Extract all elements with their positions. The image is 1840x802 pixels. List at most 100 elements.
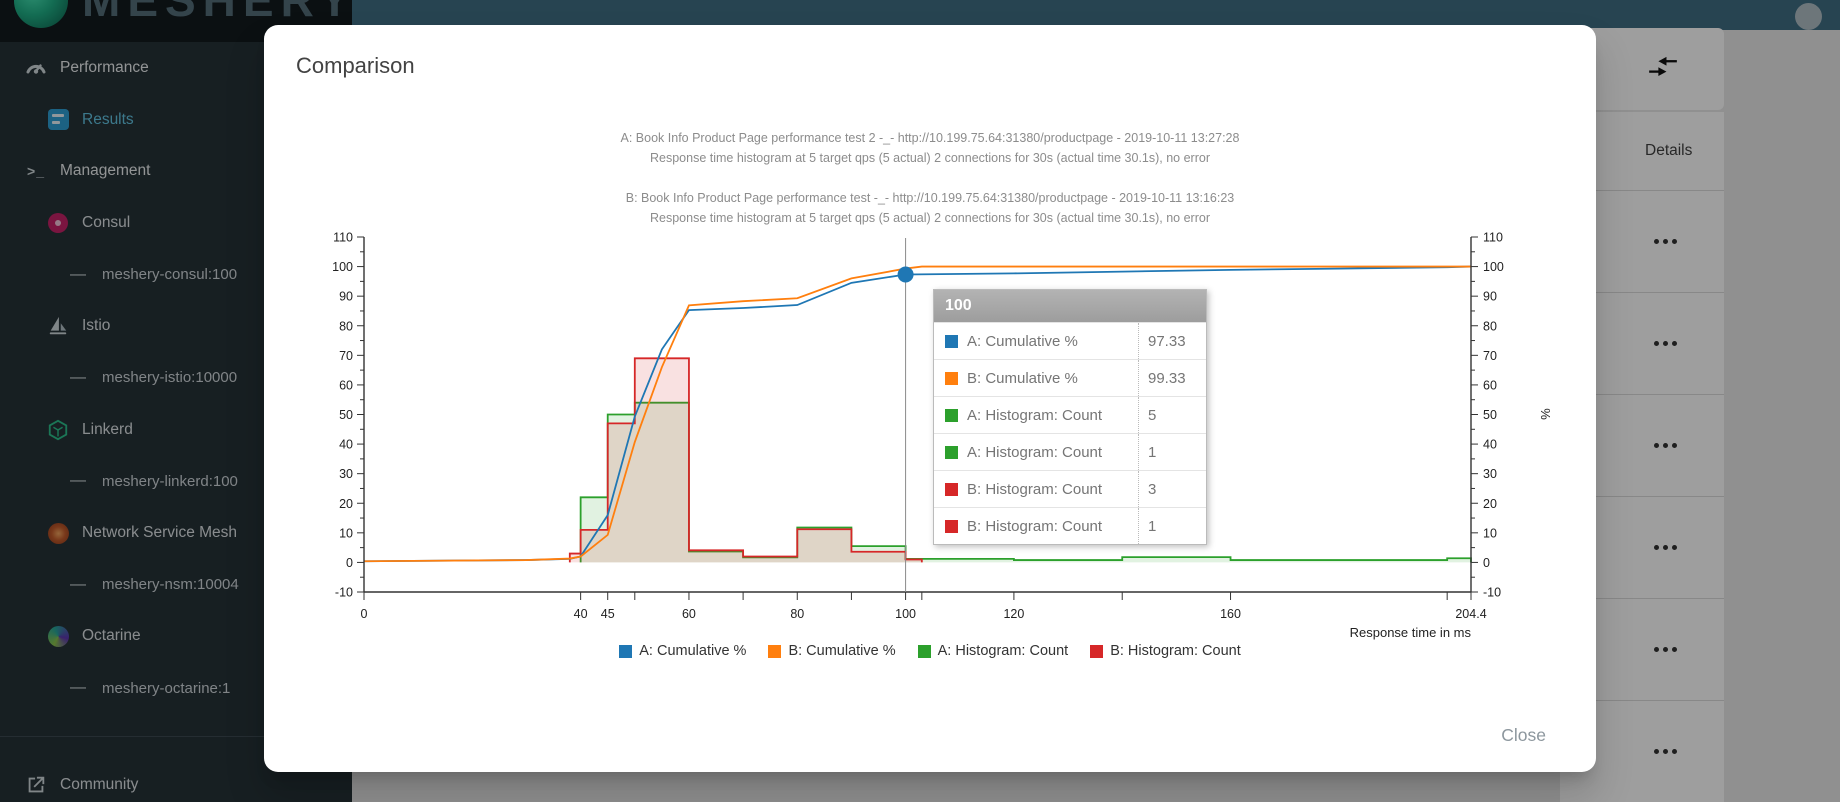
- user-avatar[interactable]: [1795, 3, 1822, 30]
- details-column-header: Details: [1560, 112, 1724, 191]
- svg-text:10: 10: [339, 526, 353, 540]
- dash-icon: —: [70, 368, 86, 386]
- svg-text:0: 0: [1483, 556, 1490, 570]
- svg-text:80: 80: [339, 319, 353, 333]
- sidebar-divider: [0, 736, 352, 737]
- legend-label: A: Histogram: Count: [937, 643, 1069, 659]
- sidebar-item-results[interactable]: Results: [0, 94, 352, 146]
- svg-text:50: 50: [1483, 408, 1497, 422]
- sidebar-item-label: Istio: [82, 317, 111, 335]
- svg-text:10: 10: [1483, 526, 1497, 540]
- svg-text:100: 100: [895, 607, 916, 621]
- legend-item-b-histogram-count[interactable]: B: Histogram: Count: [1090, 643, 1241, 659]
- legend-label: B: Histogram: Count: [1110, 643, 1241, 659]
- comparison-dialog: Comparison A: Book Info Product Page per…: [264, 25, 1596, 772]
- results-icon: [44, 109, 72, 131]
- octarine-icon: [44, 625, 72, 647]
- legend-item-b-cumulative[interactable]: B: Cumulative %: [768, 643, 896, 659]
- series-swatch-icon: [945, 334, 958, 348]
- more-options-icon[interactable]: [1648, 739, 1683, 764]
- legend-item-a-cumulative[interactable]: A: Cumulative %: [619, 643, 746, 659]
- sidebar-item-community[interactable]: Community: [0, 759, 352, 802]
- more-options-icon[interactable]: [1648, 229, 1683, 254]
- sidebar-item-network-service-mesh[interactable]: Network Service Mesh: [0, 507, 352, 559]
- chart-title-a-line1: A: Book Info Product Page performance te…: [620, 131, 1240, 145]
- svg-text:-10: -10: [1483, 586, 1501, 600]
- svg-text:30: 30: [339, 467, 353, 481]
- legend-label: B: Cumulative %: [788, 643, 896, 659]
- svg-text:60: 60: [1483, 378, 1497, 392]
- sidebar-item-management[interactable]: >_ Management: [0, 145, 352, 197]
- performance-gauge-icon: [22, 56, 50, 80]
- more-options-icon[interactable]: [1648, 331, 1683, 356]
- istio-icon: [44, 315, 72, 337]
- legend-item-a-histogram-count[interactable]: A: Histogram: Count: [917, 643, 1069, 659]
- dash-icon: —: [70, 679, 86, 697]
- sidebar-item-label: Linkerd: [82, 420, 133, 438]
- sidebar-item-label: meshery-octarine:1: [102, 679, 231, 697]
- tooltip-series-name: B: Histogram: Count: [967, 517, 1103, 535]
- tooltip-series-value: 3: [1138, 471, 1206, 507]
- sidebar-item-label: Octarine: [82, 627, 141, 645]
- external-link-icon: [22, 774, 50, 796]
- tooltip-series-value: 97.33: [1138, 323, 1206, 359]
- sidebar-item-consul[interactable]: Consul: [0, 197, 352, 249]
- legend-swatch-icon: [1090, 644, 1104, 658]
- svg-text:204.4: 204.4: [1455, 607, 1486, 621]
- svg-text:30: 30: [1483, 467, 1497, 481]
- svg-text:100: 100: [1483, 260, 1504, 274]
- svg-text:110: 110: [333, 231, 353, 245]
- tooltip-series-name: B: Histogram: Count: [967, 480, 1103, 498]
- collapse-columns-icon[interactable]: [1648, 52, 1680, 84]
- tooltip-series-value: 5: [1138, 397, 1206, 433]
- svg-text:160: 160: [1220, 607, 1241, 621]
- svg-text:0: 0: [346, 556, 353, 570]
- table-row: [1560, 701, 1724, 802]
- chart-tooltip: 100 A: Cumulative % 97.33 B: Cumulative % 9…: [933, 289, 1207, 545]
- sidebar-item-label: Community: [60, 776, 139, 793]
- dash-icon: —: [70, 575, 86, 593]
- sidebar-item-label: meshery-consul:100: [102, 266, 238, 284]
- terminal-prompt-icon: >_: [27, 163, 45, 180]
- sidebar-item-meshery-consul-100[interactable]: — meshery-consul:100: [0, 249, 352, 301]
- sidebar-item-label: Management: [60, 162, 151, 180]
- chart-legend: A: Cumulative % B: Cumulative % A: Histogr…: [264, 643, 1596, 659]
- sidebar-item-meshery-octarine-1[interactable]: — meshery-octarine:1: [0, 662, 352, 714]
- sidebar-item-meshery-nsm-10004[interactable]: — meshery-nsm:10004: [0, 559, 352, 611]
- sidebar-item-meshery-linkerd-100[interactable]: — meshery-linkerd:100: [0, 456, 352, 508]
- sidebar-item-label: meshery-istio:10000: [102, 369, 238, 387]
- more-options-icon[interactable]: [1648, 433, 1683, 458]
- svg-text:90: 90: [1483, 290, 1497, 304]
- svg-text:100: 100: [332, 260, 353, 274]
- tooltip-row: A: Histogram: Count 5: [934, 396, 1206, 433]
- sidebar-item-linkerd[interactable]: Linkerd: [0, 404, 352, 456]
- legend-swatch-icon: [768, 644, 782, 658]
- sidebar-item-meshery-istio-10000[interactable]: — meshery-istio:10000: [0, 352, 352, 404]
- sidebar-item-octarine[interactable]: Octarine: [0, 611, 352, 663]
- chart-titles: A: Book Info Product Page performance te…: [264, 129, 1596, 228]
- linkerd-icon: [44, 419, 72, 441]
- tooltip-row: A: Histogram: Count 1: [934, 433, 1206, 470]
- sidebar-item-label: meshery-nsm:10004: [102, 576, 239, 594]
- svg-text:40: 40: [1483, 438, 1497, 452]
- meshery-logo-text: MESHERY: [82, 0, 352, 26]
- svg-text:80: 80: [1483, 319, 1497, 333]
- sidebar-item-istio[interactable]: Istio: [0, 300, 352, 352]
- svg-text:120: 120: [1003, 607, 1024, 621]
- more-options-icon[interactable]: [1648, 637, 1683, 662]
- sidebar-item-performance[interactable]: Performance: [0, 42, 352, 94]
- table-row: [1560, 599, 1724, 701]
- tooltip-row: B: Histogram: Count 3: [934, 470, 1206, 507]
- svg-text:45: 45: [601, 607, 615, 621]
- tooltip-series-name: A: Histogram: Count: [967, 443, 1103, 461]
- sidebar-nav: Performance Results >_ Management Consul — mes…: [0, 42, 352, 714]
- chart-title-a-line2: Response time histogram at 5 target qps …: [650, 150, 1210, 165]
- close-button[interactable]: Close: [1501, 725, 1546, 745]
- chart-title-b-line1: B: Book Info Product Page performance te…: [625, 191, 1235, 205]
- tooltip-header: 100: [934, 290, 1206, 322]
- tooltip-row: A: Cumulative % 97.33: [934, 322, 1206, 359]
- tooltip-row: B: Histogram: Count 1: [934, 507, 1206, 544]
- svg-text:110: 110: [1483, 231, 1503, 245]
- more-options-icon[interactable]: [1648, 535, 1683, 560]
